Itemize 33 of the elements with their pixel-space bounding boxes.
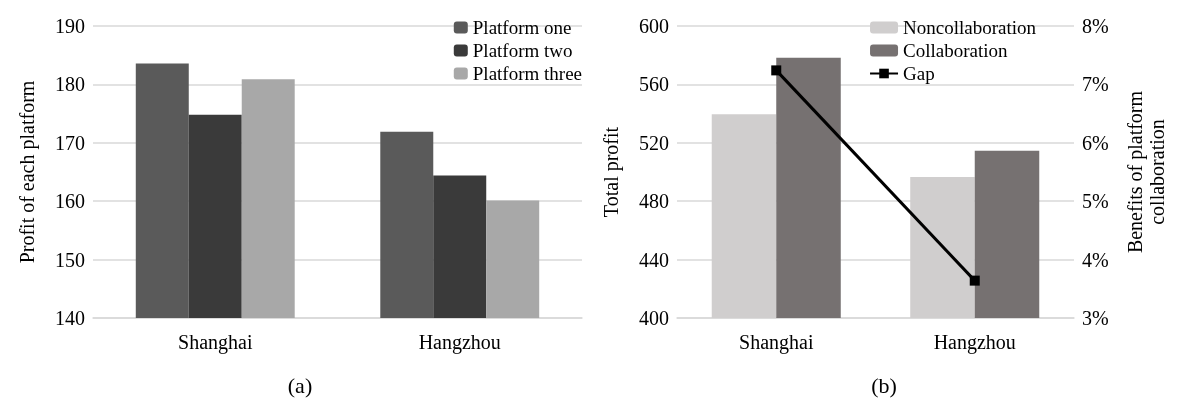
- x-tick-label: Hangzhou: [933, 331, 1016, 354]
- y2-tick-label: 5%: [1082, 190, 1109, 213]
- y-tick-label: 440: [639, 248, 669, 271]
- legend-label: Noncollaboration: [903, 17, 1037, 38]
- y-tick-label: 560: [639, 73, 669, 96]
- y2-tick-label: 4%: [1082, 248, 1109, 271]
- y-tick-label: 190: [55, 15, 85, 37]
- x-tick-label: Hangzhou: [418, 331, 501, 354]
- y2-axis-title: Benefits of platform collaboration: [1124, 90, 1168, 254]
- legend-label: Platform two: [472, 40, 573, 61]
- y-tick-label: 160: [55, 190, 85, 213]
- legend-label: Platform one: [472, 17, 572, 38]
- text: (b): [871, 372, 897, 398]
- y-axis-title: Profit of each platform: [16, 80, 39, 264]
- x-tick-label: Shanghai: [739, 331, 814, 354]
- y-tick-label: 400: [639, 307, 669, 329]
- y-tick-label: 520: [639, 131, 669, 154]
- y-tick-label: 480: [639, 190, 669, 213]
- x-tick-label: Shanghai: [178, 331, 253, 354]
- legend-label: Platform three: [472, 63, 583, 84]
- y-tick-label: 150: [55, 248, 85, 271]
- y2-tick-label: 8%: [1082, 15, 1109, 37]
- y-axis-title: Total profit: [600, 126, 623, 218]
- y-tick-label: 170: [55, 131, 85, 154]
- y2-tick-label: 3%: [1082, 307, 1109, 329]
- y2-tick-label: 7%: [1082, 73, 1109, 96]
- legend-label: Collaboration: [903, 40, 1009, 61]
- y-tick-label: 600: [639, 15, 669, 37]
- legend-label: Gap: [903, 63, 935, 84]
- text: (a): [287, 372, 313, 398]
- y-tick-label: 180: [55, 73, 85, 96]
- y-tick-label: 140: [55, 307, 85, 329]
- y2-tick-label: 6%: [1082, 131, 1109, 154]
